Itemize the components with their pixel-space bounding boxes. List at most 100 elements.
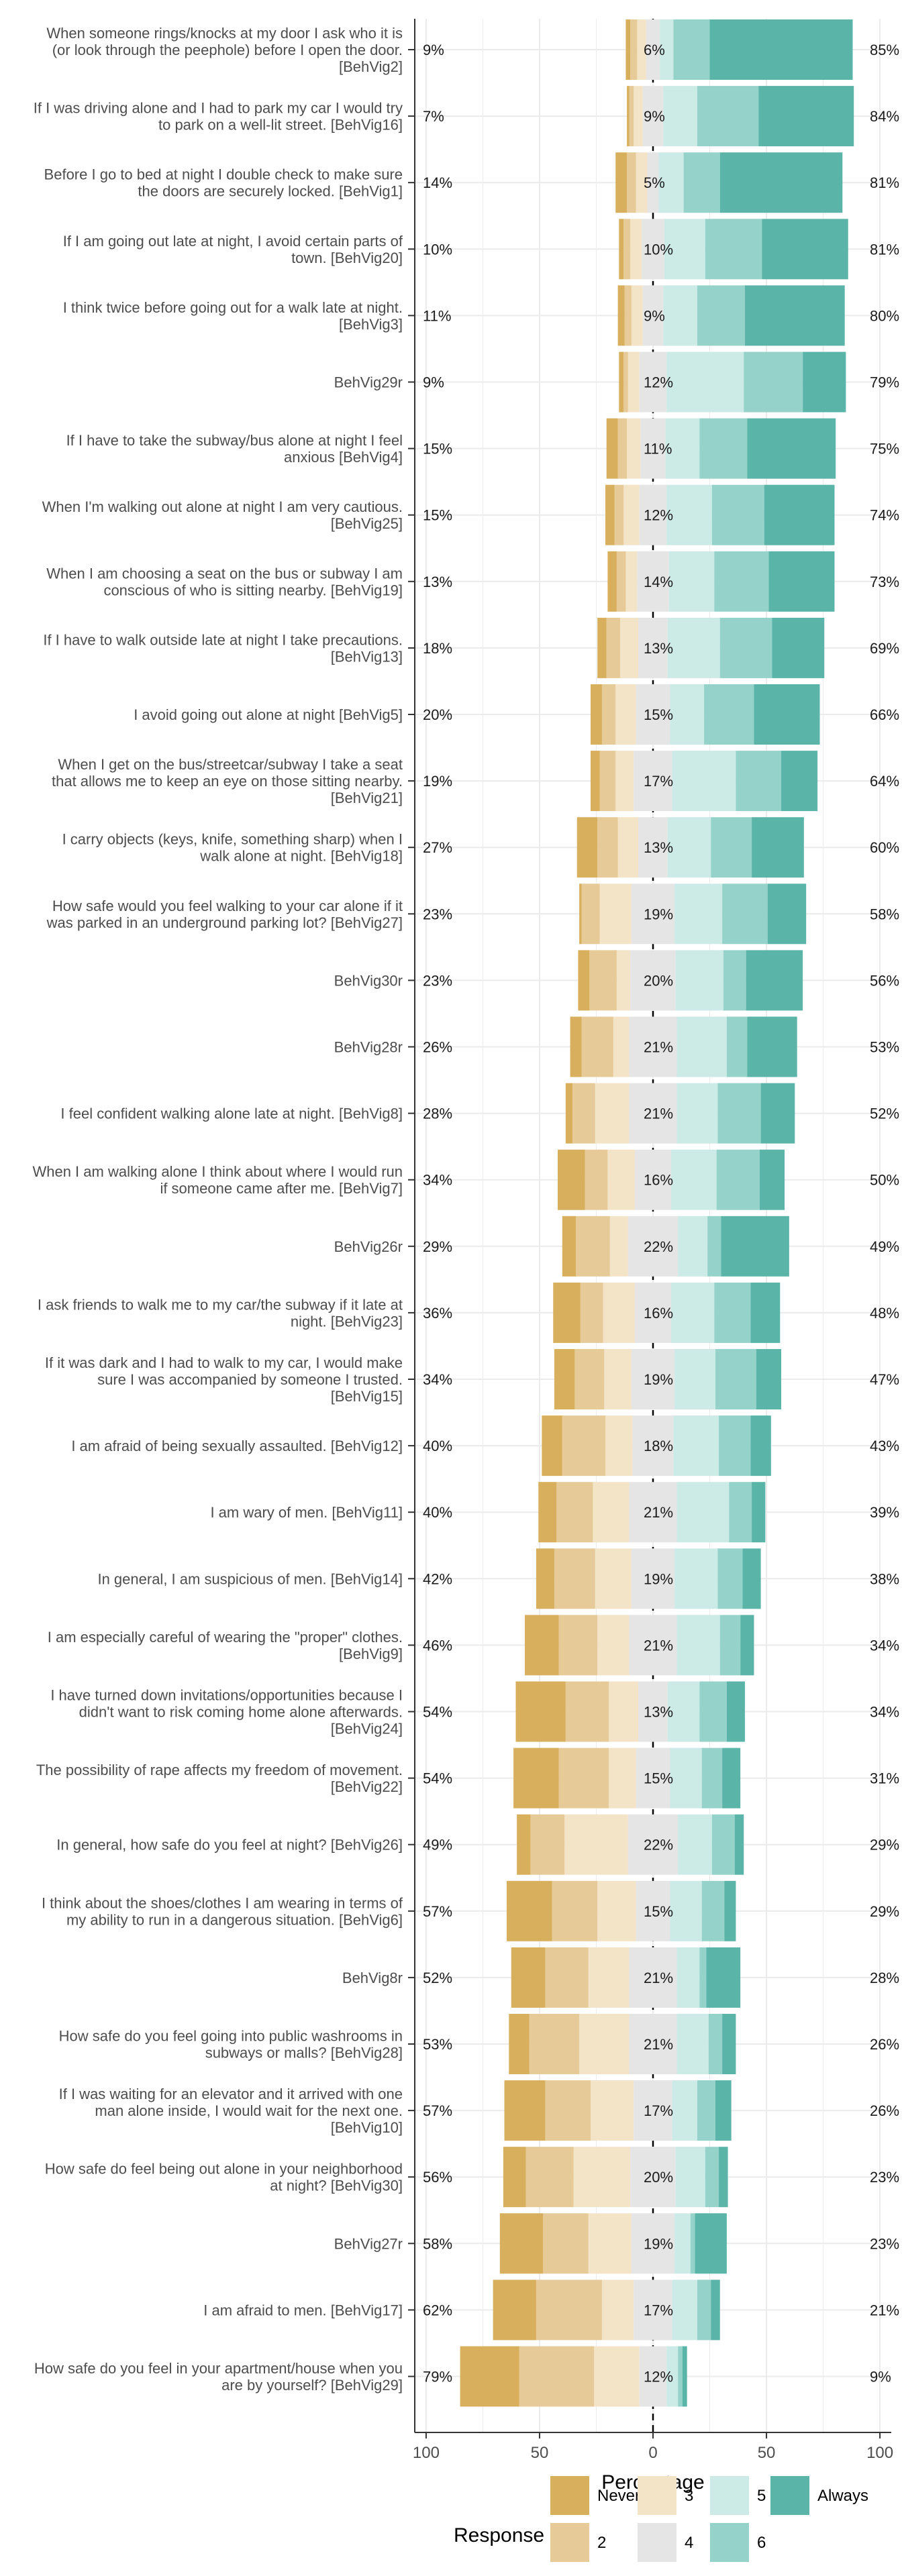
segment-never xyxy=(553,1282,581,1343)
item-bar xyxy=(619,219,848,280)
item-label-line: When I am walking alone I think about wh… xyxy=(32,1163,403,1180)
item-bar xyxy=(606,418,836,479)
segment-2 xyxy=(572,1083,595,1144)
x-tick-label: 50 xyxy=(758,2444,776,2462)
left-percent: 42% xyxy=(423,1570,452,1587)
segment-4 xyxy=(639,2346,667,2407)
segment-never xyxy=(605,484,615,545)
item-label-line: was parked in an underground parking lot… xyxy=(46,914,403,931)
segment-always xyxy=(715,2080,732,2141)
legend: Response Never 2 3 4 5 6 Always xyxy=(454,2476,868,2562)
segment-always xyxy=(695,2213,727,2274)
segment-2 xyxy=(519,2346,595,2407)
segment-5 xyxy=(678,1814,712,1875)
segment-always xyxy=(706,1947,741,2008)
item-label: BehVig26r xyxy=(334,1238,403,1255)
segment-never xyxy=(578,950,590,1011)
segment-always xyxy=(750,1282,781,1343)
segment-4 xyxy=(634,2080,672,2141)
segment-5 xyxy=(667,1681,700,1742)
item-label-line: BehVig28r xyxy=(334,1039,403,1056)
segment-never xyxy=(511,1947,546,2008)
segment-3 xyxy=(630,219,642,280)
segment-6 xyxy=(708,2014,723,2074)
item-bar xyxy=(591,684,820,745)
segment-always xyxy=(767,883,807,945)
left-percent: 9% xyxy=(423,374,444,391)
item-label: I ask friends to walk me to my car/the s… xyxy=(38,1296,403,1330)
segment-6 xyxy=(697,86,759,147)
left-percent: 15% xyxy=(423,441,452,458)
item-bar xyxy=(579,883,807,945)
segment-6 xyxy=(699,1947,707,2008)
item-label-line: (or look through the peephole) before I … xyxy=(52,42,403,58)
segment-2 xyxy=(581,883,600,945)
item-label-line: If it was dark and I had to walk to my c… xyxy=(45,1354,403,1371)
segment-2 xyxy=(545,1947,589,2008)
right-percent: 39% xyxy=(870,1504,899,1521)
right-percent: 58% xyxy=(870,906,899,922)
left-percent: 14% xyxy=(423,174,452,191)
item-label-line: at night? [BehVig30] xyxy=(270,2178,403,2194)
neutral-percent: 21% xyxy=(644,1106,673,1122)
segment-always xyxy=(758,86,854,147)
segment-6 xyxy=(719,1415,751,1477)
segment-always xyxy=(724,1880,736,1941)
neutral-percent: 19% xyxy=(644,1371,673,1388)
segment-3 xyxy=(588,1947,630,2008)
x-tick-label: 100 xyxy=(866,2444,893,2462)
x-tick-label: 100 xyxy=(413,2444,440,2462)
segment-3 xyxy=(579,2014,630,2074)
segment-6 xyxy=(722,883,768,945)
neutral-percent: 15% xyxy=(644,1903,673,1920)
segment-6 xyxy=(719,617,772,678)
segment-2 xyxy=(627,152,636,213)
left-percent: 29% xyxy=(423,1238,452,1255)
item-label: How safe do feel being out alone in your… xyxy=(45,2161,403,2194)
item-label-line: conscious of who is sitting nearby. [Beh… xyxy=(103,582,403,598)
segment-always xyxy=(682,2346,687,2407)
item-label-line: I have turned down invitations/opportuni… xyxy=(50,1687,403,1704)
item-label-line: didn't want to risk coming home alone af… xyxy=(79,1704,403,1721)
segment-always xyxy=(781,751,818,812)
segment-6 xyxy=(701,1880,725,1941)
item-bar xyxy=(578,950,803,1011)
segment-6 xyxy=(707,1216,721,1277)
segment-3 xyxy=(615,684,636,745)
item-label-line: [BehVig9] xyxy=(339,1646,403,1662)
item-label-line: [BehVig24] xyxy=(331,1721,403,1737)
item-bar xyxy=(617,285,845,346)
segment-3 xyxy=(628,352,640,413)
segment-never xyxy=(506,1880,552,1941)
segment-3 xyxy=(591,2080,634,2141)
segment-6 xyxy=(729,1482,752,1543)
right-percent: 43% xyxy=(870,1438,899,1454)
right-percent: 26% xyxy=(870,2036,899,2053)
segment-3 xyxy=(597,1615,630,1676)
segment-2 xyxy=(589,950,617,1011)
segment-6 xyxy=(697,2080,715,2141)
item-bar xyxy=(493,2279,720,2341)
segment-3 xyxy=(594,2346,640,2407)
left-percent: 28% xyxy=(423,1106,452,1122)
segment-never xyxy=(513,1748,559,1809)
segment-3 xyxy=(593,1482,630,1543)
segment-5 xyxy=(658,152,684,213)
item-label: How safe would you feel walking to your … xyxy=(46,898,403,931)
segment-4 xyxy=(642,219,664,280)
segment-3 xyxy=(636,152,648,213)
legend-item: 6 xyxy=(710,2523,766,2562)
neutral-percent: 13% xyxy=(644,839,673,856)
segment-5 xyxy=(672,2080,697,2141)
segment-5 xyxy=(663,86,697,147)
left-percent: 53% xyxy=(423,2036,452,2053)
item-bar xyxy=(554,1349,782,1409)
segment-3 xyxy=(619,617,639,678)
segment-6 xyxy=(711,484,764,545)
segment-4 xyxy=(629,1482,677,1543)
item-bar xyxy=(619,352,846,413)
segment-3 xyxy=(599,883,632,945)
segment-4 xyxy=(642,86,664,147)
item-label: Before I go to bed at night I double che… xyxy=(44,166,403,200)
item-label-line: I ask friends to walk me to my car/the s… xyxy=(38,1296,403,1313)
